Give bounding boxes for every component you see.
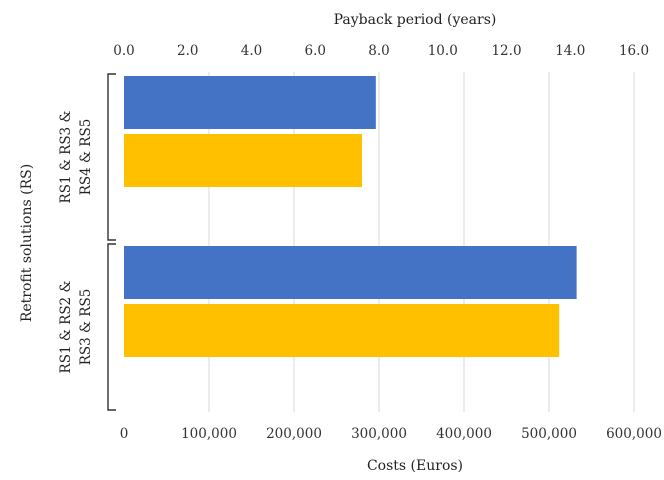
cost-axis-ticks: 0 100,000 200,000 300,000 400,000 500,000 600,…	[120, 426, 662, 442]
payback-tick-label: 16.0	[619, 43, 649, 59]
payback-bar	[124, 76, 376, 129]
bars	[124, 76, 577, 357]
payback-tick-label: 14.0	[555, 43, 585, 59]
cost-axis-title: Costs (Euros)	[367, 458, 463, 474]
category-label: RS3 & RS5	[78, 289, 94, 366]
payback-tick-label: 8.0	[368, 43, 389, 59]
cost-tick-label: 300,000	[351, 426, 407, 442]
cost-tick-label: 600,000	[606, 426, 662, 442]
payback-tick-label: 2.0	[177, 43, 198, 59]
category-bracket	[107, 243, 116, 411]
payback-tick-label: 12.0	[491, 43, 521, 59]
payback-tick-label: 10.0	[428, 43, 458, 59]
category-bracket	[107, 73, 116, 241]
payback-tick-label: 0.0	[113, 43, 134, 59]
payback-axis-title: Payback period (years)	[334, 12, 497, 28]
category-label: RS1 & RS2 &	[58, 281, 74, 374]
category-label: RS4 & RS5	[78, 119, 94, 196]
cost-tick-label: 400,000	[436, 426, 492, 442]
cost-bar	[124, 304, 560, 357]
cost-tick-label: 0	[120, 426, 129, 442]
payback-tick-label: 4.0	[241, 43, 262, 59]
cost-tick-label: 100,000	[181, 426, 237, 442]
category-axis-title: Retrofit solutions (RS)	[19, 164, 35, 322]
cost-tick-label: 200,000	[266, 426, 322, 442]
payback-bar	[124, 246, 577, 299]
category-label: RS1 & RS3 &	[58, 111, 74, 204]
payback-tick-label: 6.0	[305, 43, 326, 59]
cost-bar	[124, 134, 362, 187]
category-labels: RS1 & RS3 & RS4 & RS5 RS1 & RS2 & RS3 & RS5	[58, 73, 116, 411]
payback-axis-ticks: 0.0 2.0 4.0 6.0 8.0 10.0 12.0 14.0 16.0	[113, 43, 649, 59]
cost-tick-label: 500,000	[521, 426, 577, 442]
